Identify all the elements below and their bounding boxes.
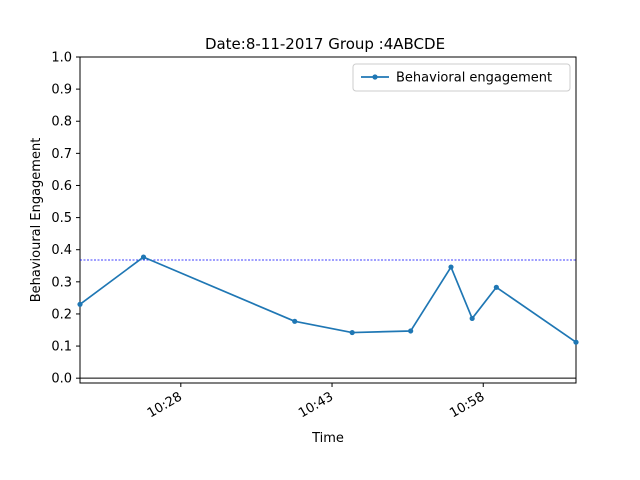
data-point xyxy=(493,284,499,290)
y-tick-label: 0.8 xyxy=(51,115,72,130)
data-point xyxy=(448,264,454,270)
y-tick-label: 0.4 xyxy=(51,243,72,258)
y-tick-label: 0.2 xyxy=(51,307,72,322)
y-tick-label: 0.5 xyxy=(51,211,72,226)
chart-title: Date:8-11-2017 Group :4ABCDE xyxy=(205,35,445,53)
y-tick-label: 1.0 xyxy=(51,51,72,66)
x-axis-label: Time xyxy=(311,431,344,446)
y-tick-label: 0.7 xyxy=(51,147,72,162)
data-point xyxy=(292,318,298,324)
y-tick-label: 0.6 xyxy=(51,179,72,194)
legend-label: Behavioral engagement xyxy=(396,71,552,86)
data-point xyxy=(140,254,147,260)
y-tick-label: 0.3 xyxy=(51,275,72,290)
y-tick-label: 0.1 xyxy=(51,340,72,355)
plot-frame xyxy=(79,56,577,384)
y-tick-label: 0.9 xyxy=(51,83,72,98)
data-point xyxy=(77,301,83,307)
legend-marker xyxy=(372,74,378,80)
data-point xyxy=(408,328,414,334)
data-point xyxy=(469,315,475,322)
data-point xyxy=(573,339,579,345)
y-axis-label: Behavioural Engagement xyxy=(29,138,44,303)
data-point xyxy=(349,329,355,336)
y-tick-label: 0.0 xyxy=(51,372,72,387)
legend-box xyxy=(352,63,571,92)
